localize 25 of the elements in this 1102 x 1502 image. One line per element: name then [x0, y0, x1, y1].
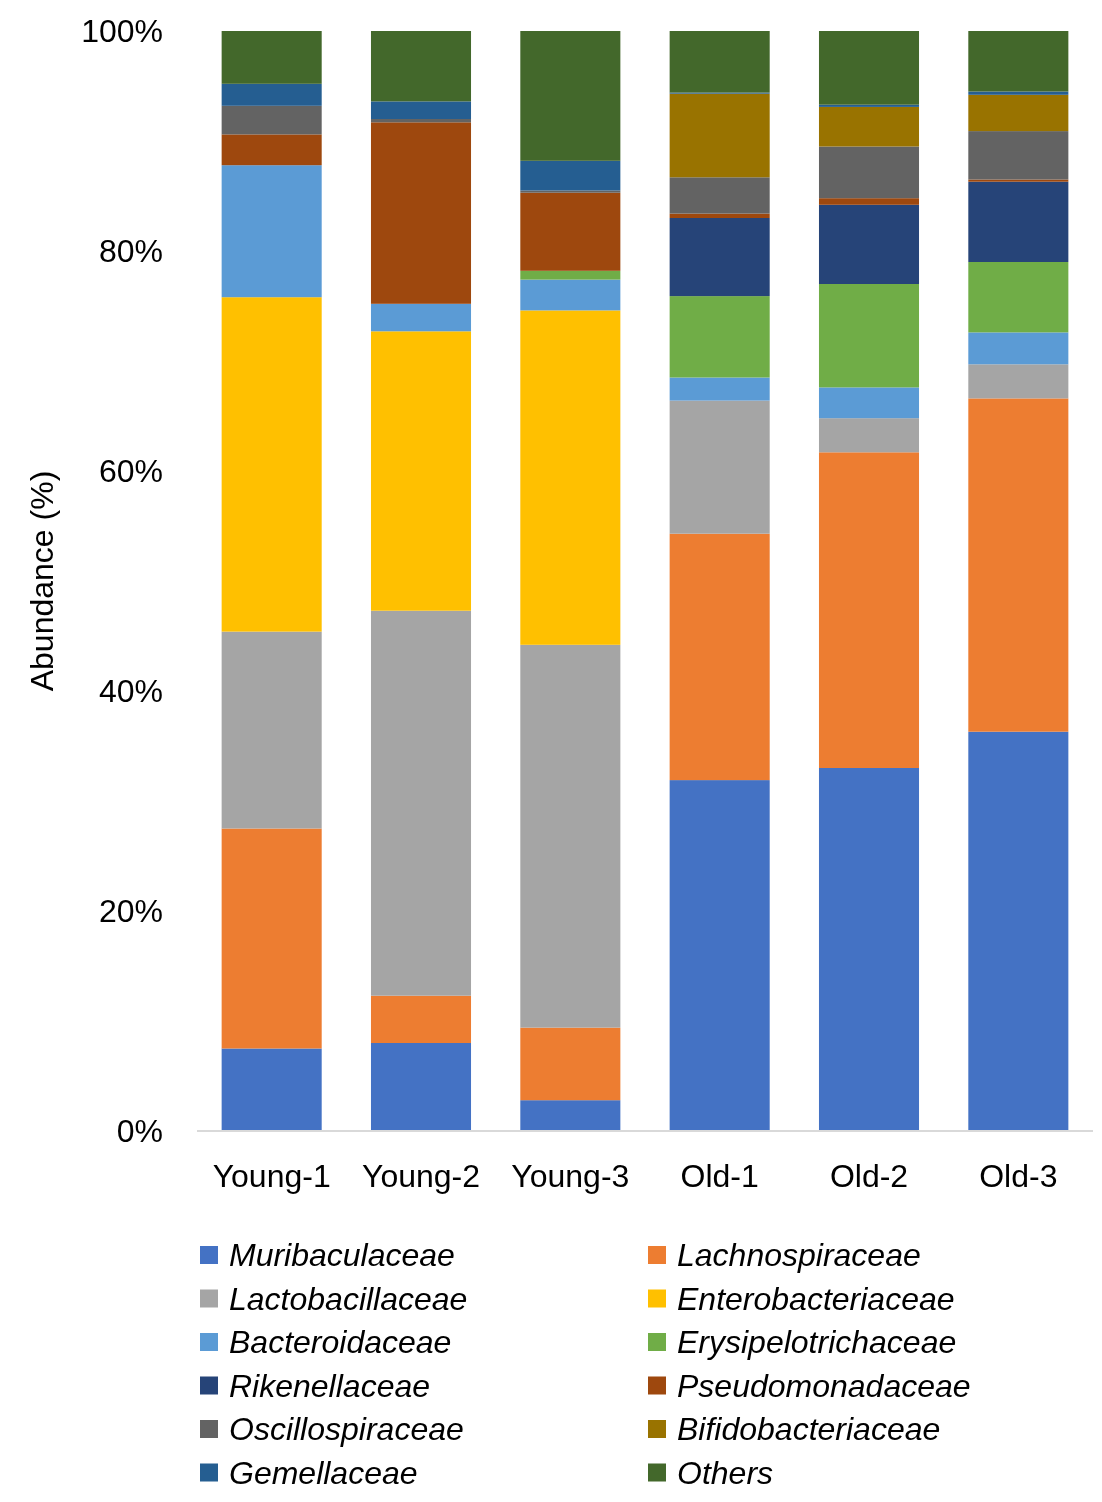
x-tick-label: Young-3 [511, 1158, 630, 1195]
legend-label: Gemellaceae [229, 1454, 418, 1491]
legend-label: Lactobacillaceae [229, 1280, 468, 1317]
y-tick-label: 40% [98, 673, 163, 710]
x-tick-label: Old-1 [680, 1158, 759, 1195]
legend-label: Muribaculaceae [229, 1237, 455, 1274]
y-tick-label: 100% [81, 13, 163, 50]
legend-label: Bacteroidaceae [229, 1324, 452, 1361]
y-tick-label: 80% [98, 233, 163, 270]
x-tick-label: Old-3 [979, 1158, 1058, 1195]
legend-label: Enterobacteriaceae [677, 1280, 955, 1317]
legend-label: Bifidobacteriaceae [677, 1411, 941, 1448]
y-tick-label: 60% [98, 453, 163, 490]
y-axis-title: Abundance (%) [24, 470, 61, 692]
legend-label: Oscillospiraceae [229, 1411, 464, 1448]
legend-label: Pseudomonadaceae [677, 1367, 971, 1404]
x-tick-label: Young-1 [212, 1158, 331, 1195]
legend-label: Rikenellaceae [229, 1367, 431, 1404]
legend-label: Others [677, 1454, 774, 1491]
legend-label: Lachnospiraceae [677, 1237, 921, 1274]
x-tick-label: Old-2 [829, 1158, 909, 1195]
y-tick-label: 0% [116, 1113, 163, 1150]
legend-label: Erysipelotrichaceae [677, 1324, 957, 1361]
x-tick-label: Young-2 [361, 1158, 481, 1195]
y-tick-label: 20% [98, 893, 163, 930]
